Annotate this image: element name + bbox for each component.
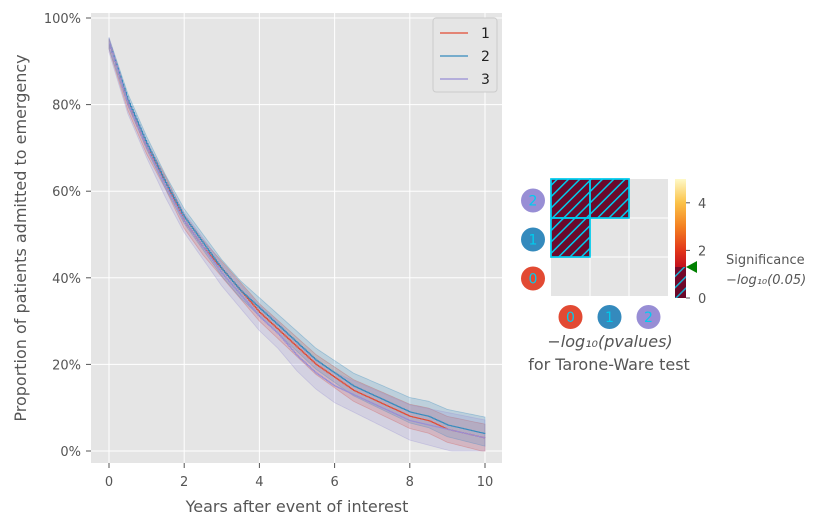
heatmap-xlabel-math: −log₁₀(pvalues): [547, 332, 672, 351]
heatmap-cell-hatched: [550, 178, 591, 219]
legend-label-1: 1: [481, 26, 490, 42]
row-label-2: 2: [529, 194, 538, 210]
legend-label-2: 2: [481, 49, 490, 65]
row-label-1: 1: [529, 233, 538, 249]
col-label-badge-0: [558, 305, 583, 329]
col-label-0: 0: [566, 310, 575, 326]
heatmap-col-labels: 0 1 2: [558, 305, 661, 329]
y-tick-label: 40%: [52, 272, 81, 287]
x-tick-label: 2: [180, 475, 188, 490]
survival-lines: [109, 43, 486, 439]
colorbar-gradient: [675, 179, 686, 298]
heatmap-cell-hatched: [589, 178, 630, 219]
x-ticks: 0 2 4 6 8 10: [105, 463, 493, 490]
colorbar-tick-label: 2: [698, 244, 706, 259]
colorbar: 0 2 4 Significance −log₁₀(0.05): [675, 179, 806, 307]
significance-label: Significance: [726, 253, 805, 268]
survival-line-3: [109, 43, 486, 439]
colorbar-tick-label: 0: [698, 292, 706, 307]
y-tick-label: 20%: [52, 358, 81, 373]
heatmap-xlabel-line2: for Tarone-Ware test: [528, 355, 690, 374]
heatmap-cell-outline: [550, 217, 591, 258]
colorbar-significance-hatch: [675, 267, 686, 298]
row-label-badge-0: [521, 266, 545, 291]
row-label-badge-2: [521, 188, 545, 213]
y-axis-label: Proportion of patients admitted to emerg…: [11, 54, 30, 421]
confidence-band-1: [108, 38, 486, 452]
x-axis-label: Years after event of interest: [185, 497, 409, 516]
colorbar-ticks: 0 2 4: [686, 197, 706, 307]
gridlines: [91, 13, 502, 463]
col-label-1: 1: [605, 310, 614, 326]
heatmap-row-labels: 2 1 0: [521, 188, 545, 291]
heatmap-cell-outline: [589, 178, 630, 219]
y-tick-label: 60%: [52, 185, 81, 200]
col-label-2: 2: [644, 310, 653, 326]
col-label-badge-1: [597, 305, 622, 329]
x-tick-label: 6: [330, 475, 338, 490]
x-tick-label: 10: [477, 475, 494, 490]
heatmap-cell-hatched: [550, 217, 591, 258]
x-tick-label: 8: [406, 475, 414, 490]
x-tick-label: 0: [105, 475, 113, 490]
pvalue-heatmap: 2 1 0 0 1 2 −log₁₀(pvalues) for Tarone-Ware …: [521, 178, 806, 374]
significance-value-label: −log₁₀(0.05): [726, 273, 806, 288]
y-tick-label: 80%: [52, 99, 81, 114]
x-tick-label: 4: [255, 475, 263, 490]
y-tick-label: 0%: [60, 445, 81, 460]
legend: 1 2 3: [432, 17, 498, 93]
colorbar-tick-label: 4: [698, 197, 706, 212]
y-ticks: 0% 20% 40% 60% 80% 100%: [44, 12, 91, 460]
confidence-bands: [108, 37, 486, 452]
survival-line-2: [109, 43, 486, 434]
y-tick-label: 100%: [44, 12, 81, 27]
row-label-badge-1: [521, 227, 545, 252]
legend-label-3: 3: [481, 72, 490, 88]
km-plot: 0 2 4 6 8 10 0% 20% 40% 60% 80% 100% Years after e…: [11, 12, 502, 516]
confidence-band-3: [108, 37, 486, 452]
row-label-0: 0: [529, 272, 538, 288]
heatmap-grid: [550, 178, 668, 296]
significance-marker-icon: [686, 261, 697, 274]
legend-box: [432, 17, 498, 93]
col-label-badge-2: [636, 305, 661, 329]
confidence-band-2: [108, 37, 486, 447]
